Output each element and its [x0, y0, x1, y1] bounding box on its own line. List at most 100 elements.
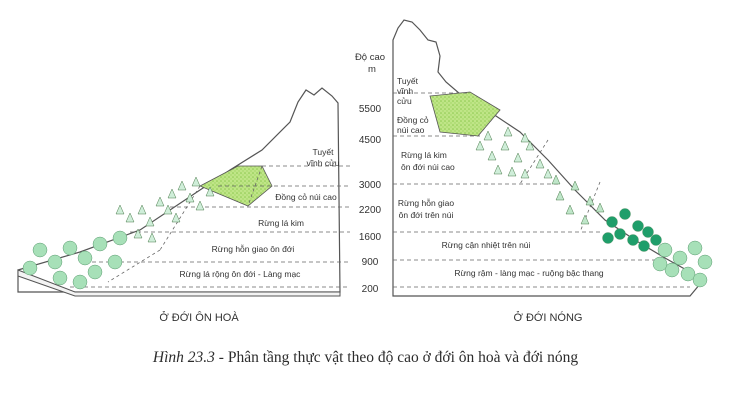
broadleaf-tree-icon	[687, 240, 703, 256]
tropical-mountain	[392, 19, 713, 297]
altitude-900: 900	[362, 257, 379, 268]
broadleaf-tree-icon	[52, 270, 68, 286]
broadleaf-tree-icon	[642, 226, 654, 238]
conifer-tree-icon	[585, 195, 595, 206]
conifer-tree-icon	[570, 180, 580, 191]
conifer-tree-icon	[185, 192, 195, 203]
conifer-tree-icon	[500, 140, 510, 151]
temperate-mixed: Rừng hỗn giao ôn đới	[212, 244, 295, 254]
tropical-snow-line2: vĩnh	[397, 86, 413, 96]
broadleaf-tree-icon	[627, 234, 639, 246]
temperate-snow-line2: vĩnh cửu	[306, 158, 339, 168]
tropical-mixed-line1: Rừng hỗn giao	[398, 198, 455, 208]
broadleaf-tree-icon	[87, 264, 103, 280]
conifer-tree-icon	[525, 140, 535, 151]
conifer-tree-icon	[520, 132, 530, 143]
temperate-alpine-meadow: Đồng cỏ núi cao	[275, 192, 337, 202]
altitude-200: 200	[362, 284, 379, 295]
temperate-mountain	[17, 87, 350, 297]
conifer-tree-icon	[133, 228, 143, 239]
temperate-coniferous: Rừng lá kim	[258, 218, 304, 228]
conifer-tree-icon	[555, 190, 565, 201]
broadleaf-tree-icon	[606, 216, 618, 228]
tropical-snow-line3: cửu	[397, 96, 412, 106]
conifer-tree-icon	[155, 196, 165, 207]
temperate-region-label: Ở ĐỚI ÔN HOÀ	[159, 311, 239, 324]
conifer-tree-icon	[147, 232, 157, 243]
broadleaf-tree-icon	[72, 274, 88, 290]
figure-caption: Hình 23.3 - Phân tầng thực vật theo độ c…	[0, 349, 731, 367]
conifer-tree-icon	[171, 212, 181, 223]
altitude-5500: 5500	[359, 104, 382, 115]
broadleaf-tree-icon	[672, 250, 688, 266]
conifer-tree-icon	[535, 158, 545, 169]
conifer-tree-icon	[205, 186, 215, 197]
broadleaf-tree-icon	[697, 254, 713, 270]
broadleaf-tree-icon	[652, 256, 668, 272]
tropical-region-label: Ở ĐỚI NÓNG	[514, 311, 583, 324]
broadleaf-tree-icon	[638, 240, 650, 252]
conifer-tree-icon	[503, 126, 513, 137]
axis-title-line1: Độ cao	[355, 52, 385, 63]
broadleaf-tree-icon	[657, 242, 673, 258]
conifer-tree-icon	[115, 204, 125, 215]
conifer-tree-icon	[493, 164, 503, 175]
altitude-2200: 2200	[359, 205, 382, 216]
conifer-tree-icon	[551, 174, 561, 185]
temperate-labels: Tuyết vĩnh cửu Đồng cỏ núi cao Rừng lá k…	[159, 147, 340, 324]
broadleaf-tree-icon	[650, 234, 662, 246]
broadleaf-tree-icon	[614, 228, 626, 240]
conifer-tree-icon	[163, 204, 173, 215]
conifer-tree-icon	[191, 176, 201, 187]
conifer-tree-icon	[137, 204, 147, 215]
broadleaf-tree-icon	[92, 236, 108, 252]
tropical-subtropical: Rừng cận nhiệt trên núi	[442, 240, 531, 250]
tropical-meadow-line2: núi cao	[397, 125, 425, 135]
broadleaf-tree-icon	[22, 260, 38, 276]
broadleaf-tree-icon	[32, 242, 48, 258]
conifer-tree-icon	[177, 180, 187, 191]
broadleaf-tree-icon	[632, 220, 644, 232]
broadleaf-tree-icon	[664, 262, 680, 278]
conifer-tree-icon	[483, 130, 493, 141]
axis-title-line2: m	[368, 64, 376, 75]
tropical-snow-line1: Tuyết	[397, 76, 419, 86]
tropical-conifer-line2: ôn đới núi cao	[401, 162, 455, 172]
conifer-tree-icon	[507, 166, 517, 177]
temperate-base-slab	[17, 269, 341, 297]
broadleaf-tree-icon	[602, 232, 614, 244]
temperate-snow-line1: Tuyết	[313, 147, 335, 157]
conifer-tree-icon	[580, 214, 590, 225]
conifer-tree-icon	[565, 204, 575, 215]
conifer-tree-icon	[145, 216, 155, 227]
conifer-tree-icon	[195, 200, 205, 211]
conifer-tree-icon	[543, 168, 553, 179]
conifer-tree-icon	[125, 212, 135, 223]
figure-caption-text: - Phân tầng thực vật theo độ cao ở đới ô…	[214, 349, 579, 366]
tropical-mixed-line2: ôn đới trên núi	[399, 210, 454, 220]
conifer-tree-icon	[475, 140, 485, 151]
broadleaf-tree-icon	[680, 266, 696, 282]
broadleaf-tree-icon	[47, 254, 63, 270]
temperate-mountain-outline	[17, 87, 341, 293]
broadleaf-tree-icon	[619, 208, 631, 220]
altitude-3000: 3000	[359, 180, 382, 191]
conifer-tree-icon	[513, 152, 523, 163]
tropical-lowland: Rừng rậm - làng mạc - ruộng bậc thang	[454, 268, 604, 278]
tropical-meadow-line1: Đồng cỏ	[397, 115, 429, 125]
tropical-conifer-line1: Rừng lá kim	[401, 150, 447, 160]
tropical-labels: Tuyết vĩnh cửu Đồng cỏ núi cao Rừng lá k…	[397, 76, 604, 324]
conifer-tree-icon	[487, 150, 497, 161]
altitude-4500: 4500	[359, 135, 382, 146]
broadleaf-tree-icon	[692, 272, 708, 288]
broadleaf-tree-icon	[62, 240, 78, 256]
figure-number: Hình 23.3	[152, 349, 215, 366]
broadleaf-tree-icon	[77, 250, 93, 266]
conifer-tree-icon	[595, 202, 605, 213]
broadleaf-tree-icon	[112, 230, 128, 246]
broadleaf-tree-icon	[107, 254, 123, 270]
conifer-tree-icon	[520, 168, 530, 179]
altitude-1600: 1600	[359, 232, 382, 243]
conifer-tree-icon	[167, 188, 177, 199]
